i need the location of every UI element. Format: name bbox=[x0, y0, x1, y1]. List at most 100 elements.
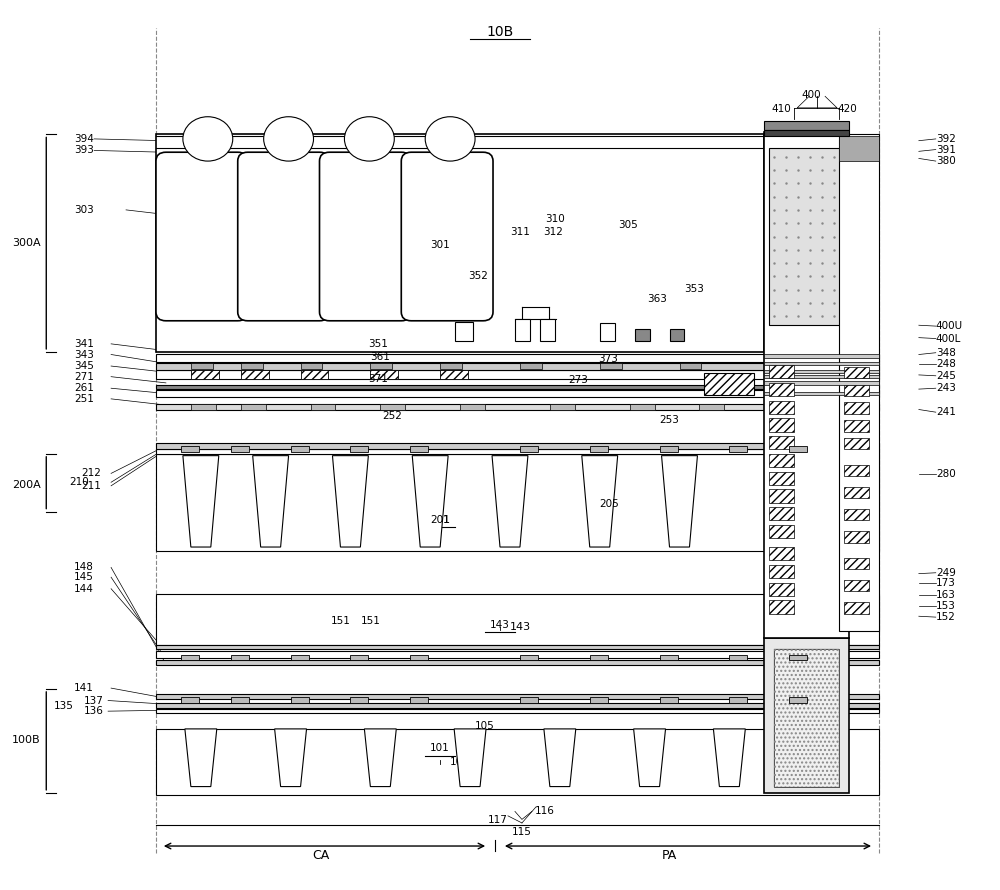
Bar bbox=[156, 134, 764, 352]
Bar bbox=[380, 404, 405, 409]
Text: 243: 243 bbox=[936, 384, 956, 393]
FancyBboxPatch shape bbox=[156, 152, 248, 320]
Text: 300A: 300A bbox=[12, 238, 41, 247]
Text: 148: 148 bbox=[74, 562, 94, 572]
Bar bbox=[181, 446, 199, 452]
Text: 394: 394 bbox=[74, 134, 94, 144]
Bar bbox=[764, 121, 849, 130]
Bar bbox=[191, 370, 219, 379]
Bar bbox=[410, 446, 428, 452]
Text: 351: 351 bbox=[368, 339, 388, 349]
Bar bbox=[844, 465, 869, 476]
Bar bbox=[301, 363, 322, 368]
Bar bbox=[660, 697, 678, 703]
Bar bbox=[460, 404, 485, 409]
Text: 271: 271 bbox=[74, 372, 94, 382]
Text: 352: 352 bbox=[468, 271, 488, 281]
Text: 371: 371 bbox=[368, 375, 388, 384]
Polygon shape bbox=[275, 729, 307, 787]
Bar bbox=[769, 454, 794, 467]
Polygon shape bbox=[634, 729, 666, 787]
Text: 200A: 200A bbox=[12, 480, 41, 490]
Bar bbox=[844, 558, 869, 570]
Bar bbox=[630, 404, 655, 409]
Bar bbox=[769, 148, 844, 325]
Text: 101: 101 bbox=[450, 756, 470, 767]
Bar bbox=[181, 697, 199, 703]
Text: 341: 341 bbox=[74, 339, 94, 349]
Bar bbox=[231, 655, 249, 659]
Text: 251: 251 bbox=[74, 394, 94, 404]
Bar bbox=[350, 697, 368, 703]
Text: 400L: 400L bbox=[936, 334, 961, 344]
Text: 105: 105 bbox=[475, 721, 495, 732]
Bar bbox=[231, 697, 249, 703]
Text: 101: 101 bbox=[430, 743, 450, 754]
Polygon shape bbox=[662, 456, 697, 547]
Bar bbox=[769, 436, 794, 449]
Bar bbox=[729, 697, 747, 703]
Bar bbox=[844, 531, 869, 543]
Polygon shape bbox=[713, 729, 745, 787]
Bar bbox=[156, 404, 879, 409]
Bar bbox=[844, 384, 869, 396]
Bar bbox=[670, 328, 684, 341]
Polygon shape bbox=[185, 729, 217, 787]
Text: 353: 353 bbox=[684, 284, 704, 294]
Bar bbox=[764, 353, 879, 358]
Text: 310: 310 bbox=[545, 214, 565, 223]
Bar bbox=[699, 404, 724, 409]
Text: 392: 392 bbox=[936, 134, 956, 144]
Bar bbox=[769, 400, 794, 414]
Bar bbox=[590, 697, 608, 703]
Bar bbox=[370, 370, 398, 379]
Bar bbox=[660, 446, 678, 452]
Bar bbox=[181, 655, 199, 659]
Text: 252: 252 bbox=[382, 410, 402, 421]
Bar bbox=[839, 134, 879, 631]
Bar bbox=[844, 420, 869, 432]
Text: 136: 136 bbox=[84, 706, 104, 716]
Bar bbox=[540, 319, 555, 341]
Bar bbox=[370, 363, 392, 368]
Polygon shape bbox=[364, 729, 396, 787]
Polygon shape bbox=[253, 456, 289, 547]
Bar bbox=[550, 404, 575, 409]
Bar bbox=[156, 390, 879, 397]
Bar bbox=[156, 443, 879, 449]
Bar bbox=[156, 353, 879, 362]
Text: 343: 343 bbox=[74, 350, 94, 360]
Text: 373: 373 bbox=[598, 354, 618, 364]
Bar bbox=[704, 373, 754, 395]
Bar bbox=[660, 655, 678, 659]
Bar bbox=[764, 130, 849, 136]
Text: 153: 153 bbox=[936, 601, 956, 611]
Text: 393: 393 bbox=[74, 145, 94, 156]
Text: 301: 301 bbox=[430, 240, 450, 250]
Bar bbox=[600, 363, 622, 368]
Text: 151: 151 bbox=[330, 616, 350, 626]
Text: 205: 205 bbox=[600, 499, 619, 509]
Bar bbox=[844, 602, 869, 613]
Text: 201: 201 bbox=[430, 514, 450, 524]
Bar bbox=[844, 402, 869, 414]
Bar bbox=[590, 655, 608, 659]
Text: PA: PA bbox=[662, 849, 677, 862]
Polygon shape bbox=[544, 729, 576, 787]
Polygon shape bbox=[412, 456, 448, 547]
Text: 115: 115 bbox=[512, 827, 532, 837]
Bar bbox=[156, 449, 879, 454]
Text: 410: 410 bbox=[771, 104, 791, 114]
Bar bbox=[764, 370, 879, 373]
Text: 400U: 400U bbox=[936, 321, 963, 331]
Bar bbox=[764, 381, 879, 384]
Text: 280: 280 bbox=[936, 469, 956, 480]
Text: 212: 212 bbox=[81, 468, 101, 479]
Text: 117: 117 bbox=[488, 815, 508, 825]
Bar bbox=[789, 655, 807, 659]
Bar bbox=[191, 404, 216, 409]
Circle shape bbox=[425, 117, 475, 161]
Text: 141: 141 bbox=[74, 684, 94, 693]
Bar bbox=[764, 132, 849, 637]
FancyBboxPatch shape bbox=[401, 152, 493, 320]
